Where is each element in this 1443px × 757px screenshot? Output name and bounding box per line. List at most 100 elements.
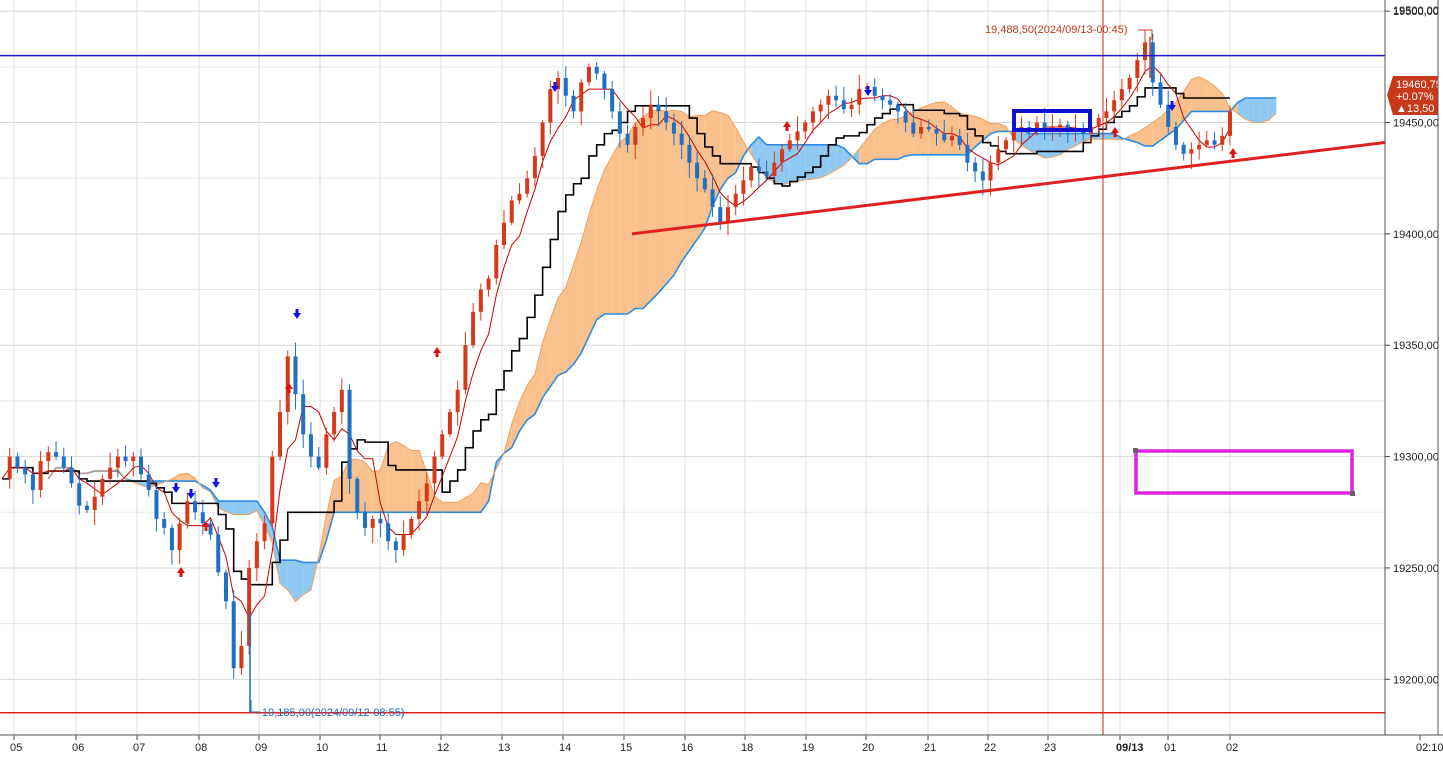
candle-body xyxy=(38,461,43,490)
cloud-segment xyxy=(604,155,613,315)
candle-body xyxy=(278,412,283,457)
candle-body xyxy=(857,89,862,105)
box-handle xyxy=(1350,491,1355,496)
candle-body xyxy=(1204,140,1209,145)
cloud-segment xyxy=(797,144,806,181)
cloud-segment xyxy=(388,441,396,513)
x-tick-label: 02 xyxy=(1226,742,1238,754)
cloud-segment xyxy=(372,470,381,513)
candle-body xyxy=(725,207,730,223)
candle-body xyxy=(316,456,321,468)
cloud-segment xyxy=(805,144,813,180)
candle-body xyxy=(563,77,568,96)
sell-signal-icon xyxy=(293,309,301,319)
candle-body xyxy=(1011,131,1016,141)
cloud-segment xyxy=(998,123,1007,132)
candle-body xyxy=(648,104,653,119)
cloud-segment xyxy=(473,482,481,513)
buy-signal-icon xyxy=(783,121,791,131)
candle-body xyxy=(903,111,908,123)
candle-body xyxy=(641,118,646,127)
candle-body xyxy=(695,162,700,179)
leading-span-a xyxy=(47,76,1277,603)
candle-body xyxy=(919,126,924,134)
candle-body xyxy=(401,534,406,551)
candle-body xyxy=(625,133,630,145)
candle-body xyxy=(509,200,514,223)
buy-signal-icon xyxy=(285,383,293,393)
sell-signal-icon xyxy=(1168,101,1176,111)
cloud-segment xyxy=(272,526,281,584)
cloud-segment xyxy=(295,560,304,602)
x-tick-label: 08 xyxy=(195,742,207,754)
candle-body xyxy=(54,452,59,457)
candle-body xyxy=(332,412,337,435)
candle-body xyxy=(1189,149,1194,154)
candle-body xyxy=(1127,77,1132,90)
cloud-segment xyxy=(1137,127,1146,146)
y-tick-label: 19200,00 xyxy=(1393,674,1439,686)
candle-body xyxy=(849,104,854,110)
cloud-segment xyxy=(287,560,296,602)
x-tick-label: 21 xyxy=(924,742,936,754)
candle-body xyxy=(46,452,51,462)
candle-body xyxy=(146,474,151,490)
candle-body xyxy=(108,467,113,479)
cloud-segment xyxy=(1067,133,1076,150)
x-tick-label: 09 xyxy=(255,742,267,754)
cloud-segment xyxy=(836,144,844,170)
candle-body xyxy=(795,131,800,141)
cloud-segment xyxy=(689,115,698,251)
box-handle xyxy=(1133,448,1138,453)
candle-body xyxy=(841,100,846,110)
cloud-segment xyxy=(1199,76,1207,112)
candle-body xyxy=(347,389,352,479)
candle-body xyxy=(355,478,360,513)
overlays: 19,488,50(2024/09/13-00:45) 19,185,00(202… xyxy=(0,0,1438,735)
high-note-leader xyxy=(1138,29,1153,40)
candle-body xyxy=(440,434,445,457)
cloud-segment xyxy=(1021,129,1030,151)
x-tick-label: 20 xyxy=(862,742,874,754)
cloud-segment xyxy=(619,136,628,315)
cloud-segment xyxy=(403,445,412,513)
candle-body xyxy=(764,171,769,176)
x-tick-label: 13 xyxy=(498,742,510,754)
candle-body xyxy=(1034,122,1039,132)
candle-body xyxy=(1173,126,1178,145)
candle-body xyxy=(1228,111,1232,136)
candle-body xyxy=(417,501,422,519)
cloud-segment xyxy=(364,462,373,513)
ichimoku-cloud xyxy=(48,76,1277,602)
candle-body xyxy=(1220,135,1225,145)
candle-body xyxy=(741,180,746,194)
candle-body xyxy=(139,456,144,475)
candle-body xyxy=(949,135,954,141)
low-note: 19,185,00(2024/09/12-08:55) xyxy=(262,707,405,719)
candle-body xyxy=(787,140,792,150)
cloud-segment xyxy=(697,115,705,240)
candle-body xyxy=(973,162,978,172)
x-tick-label: 23 xyxy=(1044,742,1056,754)
candle-body xyxy=(1143,42,1148,61)
candle-body xyxy=(965,144,970,163)
conversion-line xyxy=(1,65,1231,620)
x-tick-label: 06 xyxy=(72,742,84,754)
candle-body xyxy=(834,95,839,101)
candle-body xyxy=(957,135,962,145)
candle-body xyxy=(478,289,483,312)
trendline xyxy=(631,141,1386,236)
buy-signal-icon xyxy=(1229,148,1237,158)
candle-body xyxy=(270,456,275,524)
candle-body xyxy=(1119,89,1124,101)
x-tick-label: 01 xyxy=(1164,742,1176,754)
x-tick-label: 02:10:00 xyxy=(1416,742,1443,754)
cloud-segment xyxy=(565,264,574,372)
candle-body xyxy=(409,518,414,535)
y-tick-label: 19300,00 xyxy=(1393,452,1439,464)
candle-body xyxy=(926,126,931,130)
candle-body xyxy=(826,95,831,105)
cloud-segment xyxy=(218,501,226,512)
cloud-segment xyxy=(179,473,188,482)
